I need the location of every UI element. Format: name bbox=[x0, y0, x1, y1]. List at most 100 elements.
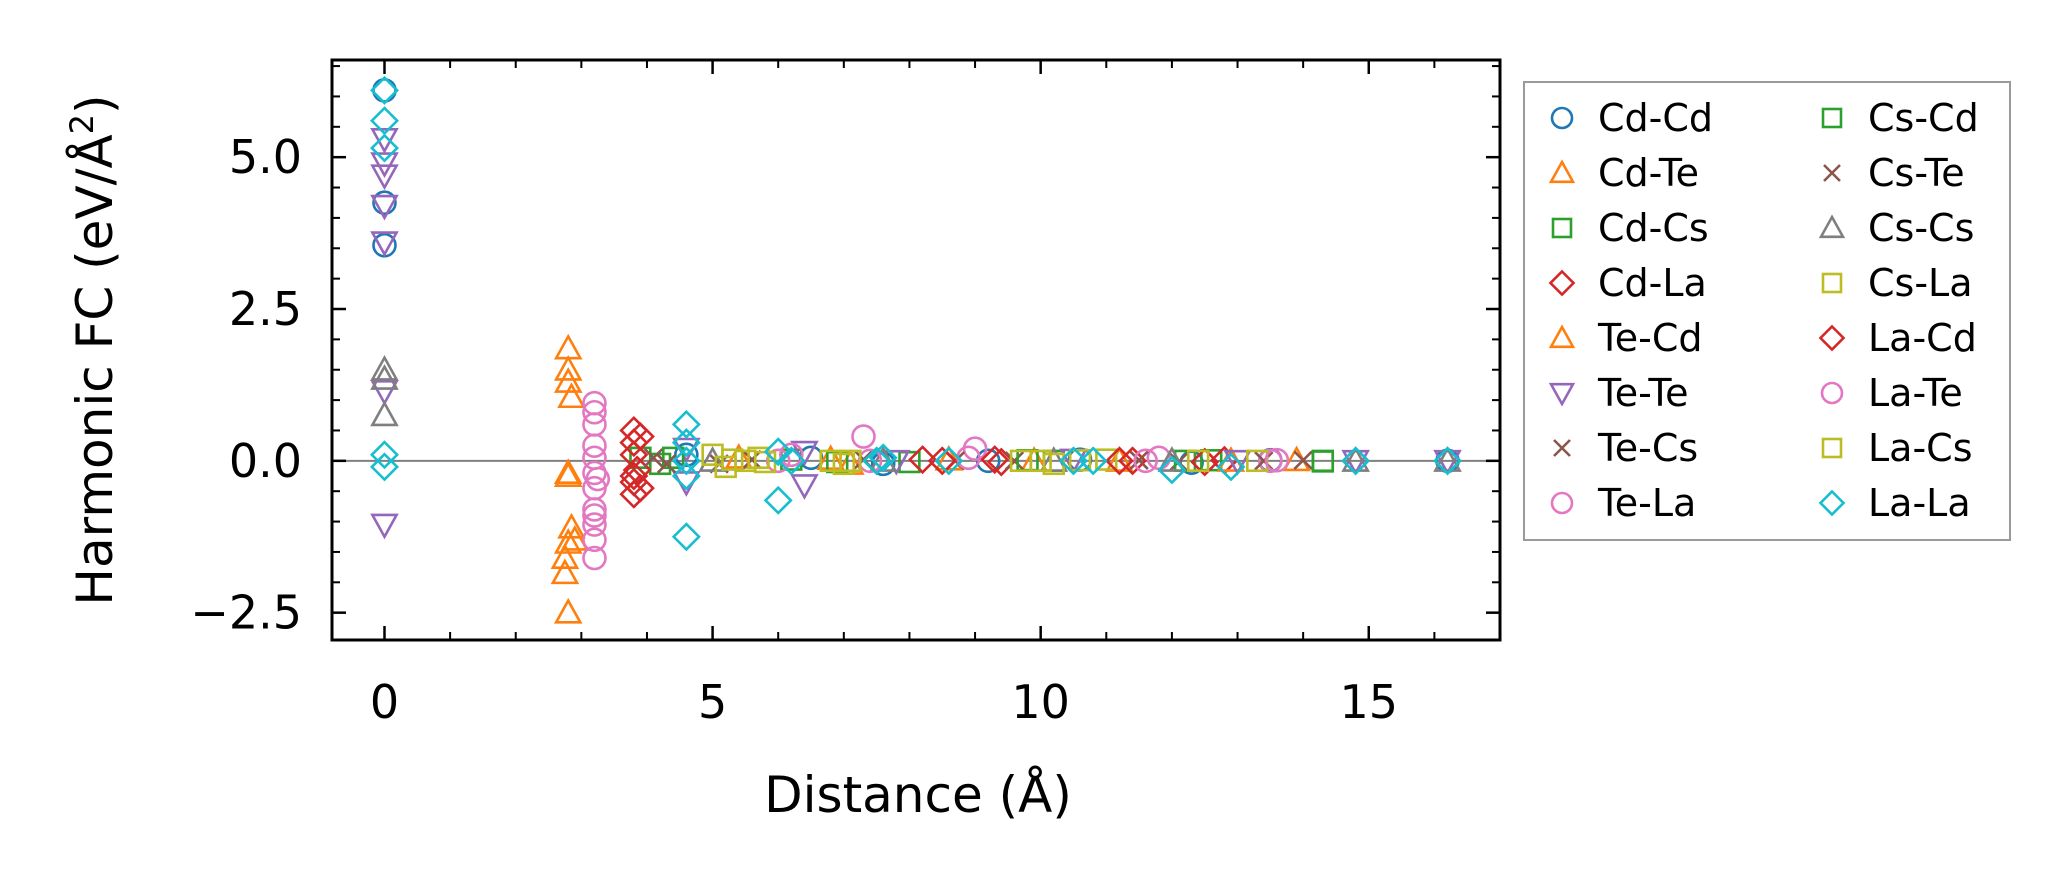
point-la-cs-5 bbox=[1186, 449, 1210, 473]
y-tick-label: −2.5 bbox=[190, 586, 302, 640]
point-la-te-2 bbox=[582, 503, 607, 528]
point-te-te-5 bbox=[370, 380, 399, 406]
legend-marker-cs-la bbox=[1821, 272, 1843, 294]
point-cd-la-1 bbox=[619, 428, 649, 458]
point-te-te-4 bbox=[370, 231, 399, 257]
point-cs-cs-8 bbox=[1433, 446, 1462, 472]
point-cs-te-0 bbox=[656, 454, 677, 474]
legend-marker-cd-cd bbox=[1550, 106, 1574, 130]
point-la-cd-3 bbox=[927, 446, 957, 476]
point-cd-cs-5 bbox=[1200, 449, 1223, 472]
point-la-cd-1 bbox=[619, 461, 649, 491]
legend-label-te-la: Te-La bbox=[1597, 481, 1696, 525]
point-la-cd-2 bbox=[625, 473, 655, 503]
point-la-cd-6 bbox=[1190, 447, 1220, 477]
point-cs-cs-2 bbox=[370, 400, 399, 427]
point-te-te-3 bbox=[370, 194, 399, 221]
x-tick-label: 0 bbox=[370, 675, 399, 729]
point-la-la-15 bbox=[934, 446, 964, 476]
point-te-cs-0 bbox=[643, 448, 664, 468]
legend-label-la-te: La-Te bbox=[1868, 371, 1963, 415]
legend-label-la-cs: La-Cs bbox=[1868, 426, 1973, 470]
point-la-te-6 bbox=[1133, 448, 1158, 474]
point-cs-cs-0 bbox=[370, 354, 399, 381]
legend-label-cd-te: Cd-Te bbox=[1598, 151, 1699, 195]
point-te-cd-3 bbox=[553, 458, 583, 484]
point-la-la-7 bbox=[671, 446, 701, 476]
legend-label-cd-cs: Cd-Cs bbox=[1598, 206, 1709, 250]
point-te-cd-4 bbox=[816, 444, 846, 470]
point-la-cs-3 bbox=[1009, 449, 1033, 473]
legend-box bbox=[1523, 81, 2011, 541]
point-te-te-10 bbox=[790, 474, 819, 500]
legend-marker-cd-te bbox=[1548, 159, 1576, 184]
y-axis-title-main: Harmonic FC (eV/Å bbox=[66, 134, 124, 605]
point-cd-te-11 bbox=[1105, 446, 1134, 472]
point-la-la-9 bbox=[671, 522, 701, 552]
point-la-la-4 bbox=[370, 452, 399, 482]
point-te-te-2 bbox=[370, 164, 399, 191]
point-cs-te-1 bbox=[742, 449, 762, 470]
legend-marker-la-cs bbox=[1821, 437, 1843, 459]
point-te-te-13 bbox=[1223, 449, 1252, 476]
point-cd-cs-3 bbox=[898, 450, 921, 474]
point-la-la-8 bbox=[671, 461, 701, 491]
point-cd-cd-0 bbox=[372, 78, 397, 103]
point-te-te-8 bbox=[672, 471, 701, 497]
point-te-la-8 bbox=[582, 527, 607, 553]
point-la-cs-4 bbox=[1068, 449, 1092, 472]
point-la-la-0 bbox=[370, 75, 399, 105]
tick-labels: 0 5 10 15 −2.5 0.0 2.5 5.0 bbox=[190, 130, 1398, 729]
point-la-la-3 bbox=[370, 440, 399, 470]
legend-label-cs-cs: Cs-Cs bbox=[1868, 206, 1974, 250]
point-cd-cd-5 bbox=[870, 451, 896, 477]
point-te-cs-5 bbox=[1293, 450, 1313, 470]
point-cd-te-7 bbox=[553, 597, 583, 624]
point-cd-cd-1 bbox=[372, 190, 397, 216]
legend-marker-cs-cs bbox=[1818, 214, 1846, 239]
plot-frame bbox=[330, 58, 1502, 642]
point-la-cs-2 bbox=[839, 449, 862, 473]
legend-marker-la-la bbox=[1818, 489, 1846, 517]
point-te-te-9 bbox=[790, 440, 819, 467]
point-la-te-3 bbox=[779, 442, 804, 468]
point-la-la-5 bbox=[671, 409, 701, 439]
point-te-la-1 bbox=[582, 399, 607, 425]
point-la-la-11 bbox=[763, 485, 793, 515]
legend-marker-cd-la bbox=[1548, 269, 1576, 297]
legend: Cd-Cd Cd-Te Cd-Cs Cd-La Te-Cd Te-Te Te-Cs Te-La… bbox=[1523, 81, 2011, 541]
legend-label-cs-te: Cs-Te bbox=[1868, 151, 1965, 195]
legend-label-te-cs: Te-Cs bbox=[1597, 426, 1698, 470]
point-cs-cs-1 bbox=[370, 364, 399, 390]
y-tick-label: 2.5 bbox=[229, 282, 302, 336]
legend-label-cd-cd: Cd-Cd bbox=[1598, 96, 1713, 140]
point-la-te-1 bbox=[585, 466, 611, 492]
legend-marker-la-te bbox=[1820, 381, 1844, 405]
point-te-cd-0 bbox=[553, 367, 583, 393]
point-la-la-21 bbox=[1433, 446, 1462, 476]
point-cs-la-3 bbox=[747, 446, 770, 470]
point-la-la-18 bbox=[1157, 455, 1187, 485]
point-la-la-13 bbox=[862, 446, 892, 476]
point-te-la-6 bbox=[582, 497, 607, 522]
legend-marker-cs-te bbox=[1823, 164, 1841, 182]
y-tick-label: 5.0 bbox=[229, 130, 302, 184]
legend-label-la-la: La-La bbox=[1868, 481, 1971, 525]
point-cs-la-8 bbox=[1095, 448, 1118, 471]
point-la-la-16 bbox=[1058, 446, 1088, 476]
legend-label-te-cd: Te-Cd bbox=[1597, 316, 1703, 360]
legend-marker-cd-cs bbox=[1551, 217, 1573, 239]
point-cs-te-3 bbox=[1129, 450, 1149, 470]
legend-label-cd-la: Cd-La bbox=[1598, 261, 1707, 305]
point-cs-cs-3 bbox=[698, 446, 727, 472]
point-cd-te-6 bbox=[550, 558, 580, 585]
point-la-la-6 bbox=[671, 428, 701, 458]
y-axis-title: Harmonic FC (eV/Å2) bbox=[63, 94, 124, 605]
point-cs-cd-4 bbox=[1311, 450, 1335, 473]
legend-marker-te-cd bbox=[1548, 324, 1576, 349]
point-la-la-17 bbox=[1078, 446, 1108, 476]
point-cd-te-10 bbox=[934, 444, 964, 471]
point-la-cd-4 bbox=[980, 445, 1010, 475]
point-la-cs-0 bbox=[721, 448, 744, 471]
